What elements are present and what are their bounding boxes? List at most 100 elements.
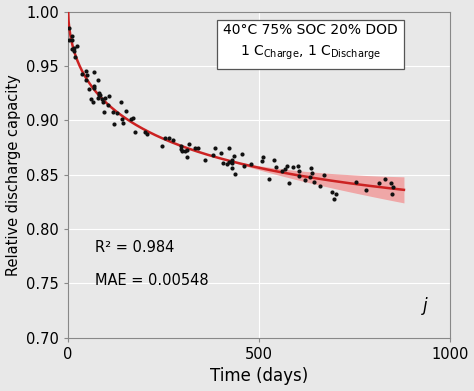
Point [308, 165, 315, 171]
Text: j: j [423, 297, 428, 315]
Point [72, 54, 79, 60]
Point [65, 36, 73, 43]
Point [307, 174, 314, 180]
Point [310, 179, 318, 186]
Point [70, 45, 78, 51]
Point [282, 165, 289, 172]
Point [333, 190, 340, 197]
Point [127, 116, 135, 122]
Point [309, 169, 316, 176]
Point [212, 145, 219, 151]
Point [301, 177, 309, 183]
Text: R² = 0.984: R² = 0.984 [95, 240, 174, 255]
Point [219, 160, 227, 166]
Point [117, 99, 125, 105]
Point [68, 37, 76, 43]
Point [201, 157, 209, 163]
Point [228, 157, 236, 163]
Point [94, 95, 102, 101]
Point [273, 164, 280, 170]
Point [223, 161, 231, 167]
Point [271, 157, 278, 163]
Point [331, 196, 338, 202]
Point [69, 46, 76, 52]
Point [389, 183, 397, 190]
Point [283, 163, 291, 169]
Point [231, 170, 239, 177]
Point [119, 120, 127, 126]
Point [177, 142, 184, 149]
Point [278, 168, 286, 174]
Point [247, 161, 255, 167]
Point [129, 115, 137, 122]
Point [98, 96, 105, 102]
Point [110, 121, 118, 127]
Point [73, 43, 81, 49]
Point [94, 77, 102, 83]
Point [178, 146, 185, 152]
Point [165, 135, 173, 141]
Point [375, 180, 383, 187]
Point [90, 83, 98, 90]
Point [65, 25, 73, 31]
Point [96, 92, 103, 98]
Y-axis label: Relative discharge capacity: Relative discharge capacity [6, 74, 20, 276]
Point [70, 48, 78, 54]
Point [226, 145, 233, 151]
Point [95, 90, 103, 97]
Point [328, 189, 336, 195]
Point [82, 68, 90, 74]
Point [131, 129, 138, 135]
Point [194, 145, 201, 152]
Point [96, 91, 104, 98]
Point [183, 154, 191, 160]
Point [228, 160, 236, 166]
Text: 40°C 75% SOC 20% DOD
1 C$_{\mathrm{Charge}}$, 1 C$_{\mathrm{Discharge}}$: 40°C 75% SOC 20% DOD 1 C$_{\mathrm{Charg… [223, 23, 398, 63]
Point [295, 168, 303, 174]
Point [259, 154, 267, 160]
Point [109, 108, 117, 115]
Point [265, 176, 273, 182]
Point [387, 179, 395, 186]
Point [83, 72, 91, 79]
Point [210, 152, 217, 158]
Point [294, 162, 302, 169]
Point [240, 163, 247, 169]
Point [91, 84, 98, 91]
Point [90, 69, 98, 75]
Point [228, 165, 236, 172]
Point [158, 143, 166, 149]
Point [122, 108, 130, 114]
Point [79, 71, 86, 77]
Point [162, 135, 169, 141]
Point [295, 173, 303, 179]
Point [179, 148, 186, 154]
Point [225, 159, 233, 165]
Point [362, 187, 370, 194]
Point [258, 158, 266, 164]
Point [316, 183, 323, 189]
Point [100, 108, 108, 115]
Point [144, 131, 151, 137]
X-axis label: Time (days): Time (days) [210, 368, 308, 386]
Point [105, 93, 113, 99]
Point [118, 115, 126, 122]
Point [185, 141, 192, 147]
Point [289, 164, 296, 170]
Point [101, 95, 109, 101]
Point [238, 151, 246, 157]
Point [113, 110, 121, 116]
Point [104, 102, 112, 109]
Point [87, 96, 95, 102]
Point [388, 191, 396, 197]
Point [90, 99, 97, 105]
Point [182, 148, 189, 154]
Point [85, 86, 93, 92]
Text: MAE = 0.00548: MAE = 0.00548 [95, 273, 209, 288]
Point [217, 150, 225, 156]
Point [382, 176, 389, 182]
Point [183, 147, 191, 153]
Point [141, 129, 149, 135]
Point [82, 77, 90, 83]
Point [285, 180, 292, 186]
